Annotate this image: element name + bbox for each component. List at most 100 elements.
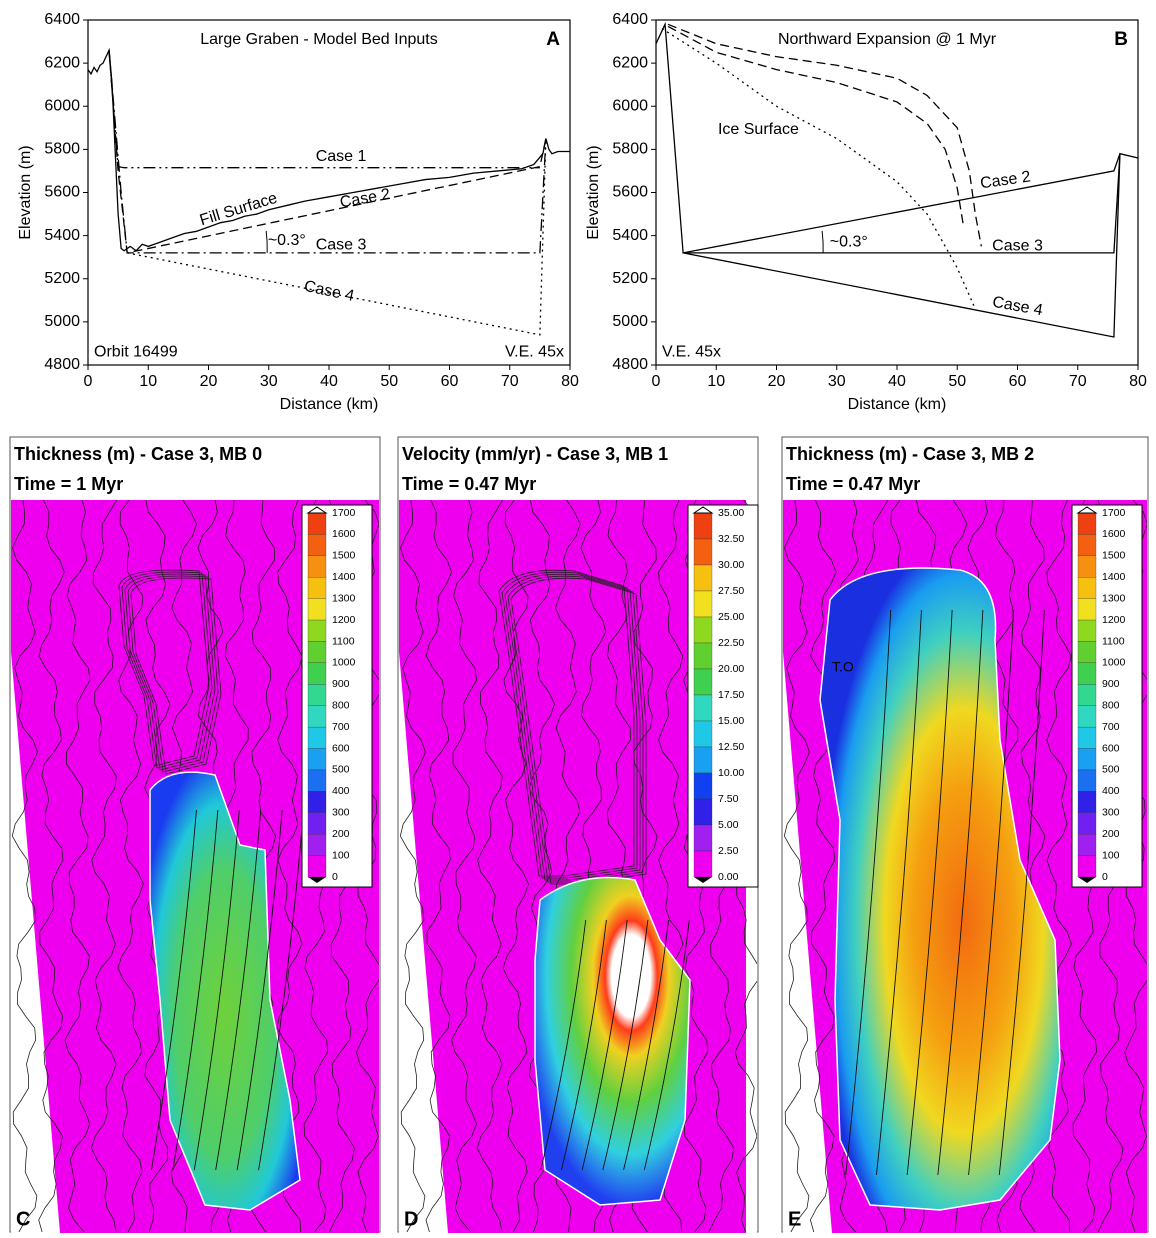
flow-line [215,809,262,1171]
flow-line [540,919,587,1171]
colorbar-swatch [693,538,713,566]
map-edge [11,651,60,1233]
colorbar-swatch [307,684,327,706]
graben-contour [504,573,641,881]
flow-line [172,809,219,1171]
series-label: Case 3 [316,237,367,254]
colorbar-swatch [1077,748,1097,771]
colorbar-swatch [693,668,713,696]
colorbar-label: 300 [1102,807,1120,819]
map-edge [399,651,448,1233]
colorbar-cap [306,506,328,514]
colorbar-cap [1078,877,1096,883]
annotation: V.E. 45x [662,343,721,360]
map-time: Time = 0.47 Myr [786,474,920,494]
colorbar-swatch [307,577,327,599]
graben-contour [124,573,216,771]
colorbar-label: 20.00 [718,663,744,675]
x-tick-label: 60 [441,373,459,390]
flow-line [937,609,984,1176]
colorbar-label: 1300 [332,592,356,604]
colorbar-swatch [1077,791,1097,813]
series-line [682,153,1121,338]
flow-line [968,609,1015,1176]
ice-body [534,876,691,1206]
colorbar-swatch [693,590,713,618]
y-axis-label: Elevation (m) [585,145,602,239]
series-label: Fill Surface [198,190,280,230]
contour [276,500,303,1233]
x-axis-label: Distance (km) [280,396,379,413]
colorbar-swatch [693,512,713,540]
colorbar-label: 900 [332,678,350,690]
chart: 0 10 20 30 40 50 60 70 80 4800 5000 5200 5400 5600 580… [17,11,579,413]
series-label: Case 1 [316,148,367,165]
map-title: Velocity (mm/yr) - Case 3, MB 1 [402,444,668,464]
colorbar-swatch [693,694,713,722]
colorbar-label: 600 [1102,742,1120,754]
y-tick-label: 5400 [44,227,80,244]
x-tick-label: 80 [1129,373,1147,390]
colorbar-label: 500 [1102,764,1120,776]
x-tick-label: 70 [1069,373,1087,390]
y-tick-label: 6400 [44,11,80,28]
colorbar-label: 5.00 [718,819,739,831]
colorbar-swatch [693,746,713,774]
colorbar-label: 100 [332,849,350,861]
colorbar-label: 600 [332,742,350,754]
colorbar-swatch [307,641,327,664]
colorbar-label: 400 [332,785,350,797]
map-title: Thickness (m) - Case 3, MB 2 [786,444,1034,464]
series-label: Case 2 [979,168,1032,192]
flow-line [602,919,649,1171]
colorbar-swatch [307,662,327,685]
graben-contour [118,569,210,767]
colorbar-label: 700 [1102,721,1120,733]
contour [399,500,426,1233]
map-panel: Velocity (mm/yr) - Case 3, MB 1 Time = 0.… [397,436,759,1233]
ice-body [819,567,1061,1211]
flow-line [906,609,953,1176]
colorbar-swatch [307,726,327,749]
contour [783,500,810,1233]
contour [502,500,529,1233]
x-tick-label: 20 [768,373,786,390]
flow-line [236,809,283,1171]
colorbar-label: 500 [332,764,350,776]
colorbar-label: 200 [1102,828,1120,840]
x-tick-label: 30 [828,373,846,390]
flow-line [150,809,197,1171]
y-tick-label: 6200 [44,54,80,71]
colorbar-swatch [1077,534,1097,556]
annotation: Orbit 16499 [94,343,178,360]
x-tick-label: 10 [139,373,157,390]
colorbar-swatch [307,555,327,578]
angle-arc [265,230,268,253]
ice-body [149,771,301,1211]
colorbar-swatch [1077,555,1097,578]
y-tick-label: 5800 [44,141,80,158]
colorbar-label: 1400 [332,571,356,583]
x-tick-label: 0 [84,373,93,390]
charts: 0 10 20 30 40 50 60 70 80 4800 5000 5200 5400 5600 580… [17,11,1147,413]
y-tick-label: 5400 [612,227,648,244]
x-tick-label: 20 [200,373,218,390]
panel-letter: D [404,1208,418,1230]
colorbar-swatch [1077,855,1097,878]
colorbar-label: 25.00 [718,611,744,623]
colorbar-label: 1300 [1102,592,1126,604]
series-label: Case 2 [339,186,392,212]
x-tick-label: 40 [320,373,338,390]
colorbar-label: 1200 [332,614,356,626]
colorbar-swatch [693,564,713,592]
colorbar-swatch [1077,619,1097,642]
series-line [127,138,547,336]
x-tick-label: 0 [652,373,661,390]
colorbar-label: 1600 [1102,528,1126,540]
colorbar-swatch [1077,812,1097,835]
series-line [667,23,982,247]
contour [476,500,503,1233]
map-time: Time = 0.47 Myr [402,474,536,494]
y-tick-label: 5600 [612,184,648,201]
